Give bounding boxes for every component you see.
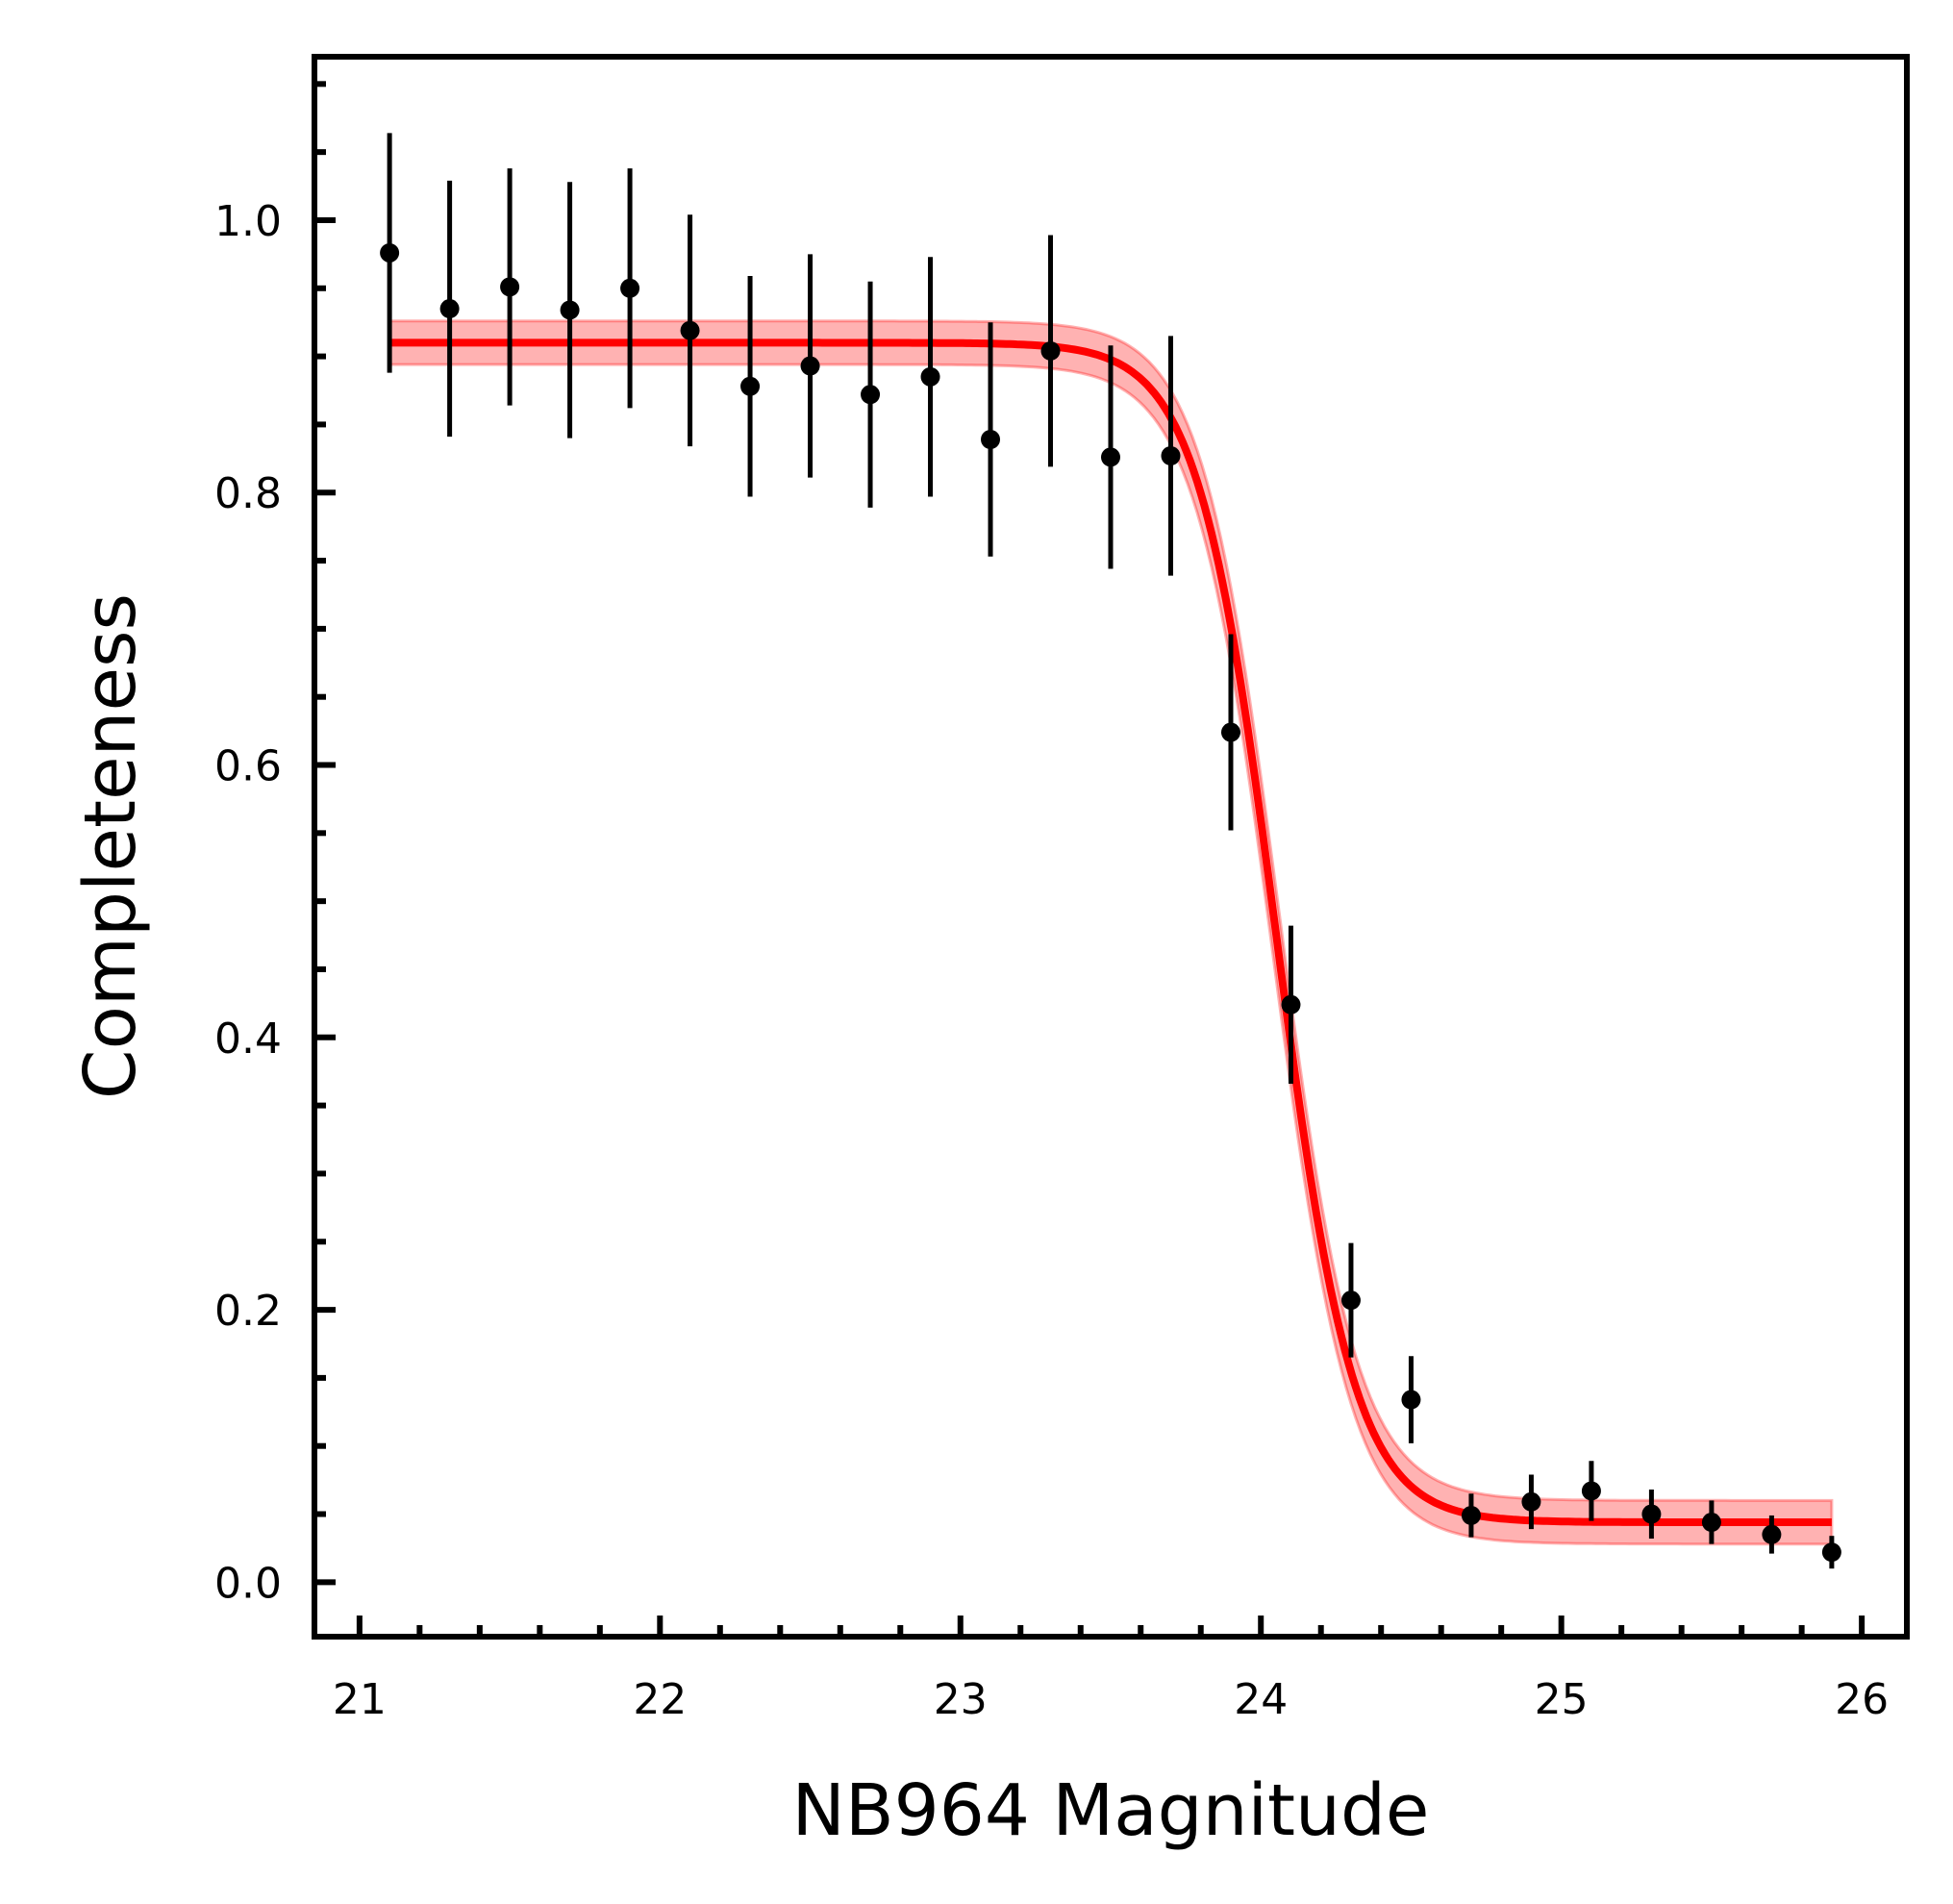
y-axis-ticks <box>314 81 336 1586</box>
data-point <box>981 430 1001 450</box>
data-point <box>1340 1290 1361 1311</box>
y-tick-label: 0.6 <box>214 742 282 791</box>
plot-frame <box>312 54 1910 1640</box>
data-point <box>800 356 820 376</box>
x-tick-label: 21 <box>333 1675 387 1724</box>
data-point <box>1161 445 1181 465</box>
data-point <box>439 299 460 319</box>
data-points <box>380 242 1841 1563</box>
y-axis-label: Completeness <box>69 593 152 1099</box>
data-point <box>740 376 761 396</box>
data-point <box>1461 1505 1481 1525</box>
data-point <box>1401 1390 1421 1410</box>
x-tick-label: 22 <box>633 1675 687 1724</box>
data-point <box>680 320 700 340</box>
y-tick-label: 1.0 <box>214 197 282 246</box>
data-point <box>1581 1481 1601 1501</box>
x-axis-label: NB964 Magnitude <box>792 1769 1430 1852</box>
data-point <box>1040 340 1061 361</box>
data-point <box>500 277 520 297</box>
x-tick-label: 25 <box>1535 1675 1589 1724</box>
data-point <box>861 385 881 405</box>
data-point <box>920 366 940 387</box>
data-point <box>1521 1491 1541 1512</box>
x-tick-label: 23 <box>934 1675 988 1724</box>
data-point <box>1281 994 1301 1015</box>
y-tick-label: 0.8 <box>214 469 282 518</box>
x-tick-label: 24 <box>1234 1675 1288 1724</box>
data-point <box>380 242 400 263</box>
x-tick-label: 26 <box>1835 1675 1889 1724</box>
y-tick-label: 0.4 <box>214 1015 282 1064</box>
data-point <box>1220 722 1240 742</box>
y-tick-labels: 0.0 0.2 0.4 0.6 0.8 1.0 <box>214 197 282 1608</box>
data-point <box>620 278 640 298</box>
y-tick-label: 0.2 <box>214 1287 282 1336</box>
y-tick-label: 0.0 <box>214 1559 282 1608</box>
x-tick-labels: 21 22 23 24 25 26 <box>333 1675 1889 1724</box>
x-axis-ticks <box>356 1616 1865 1637</box>
data-point <box>560 300 580 320</box>
data-point <box>1701 1513 1721 1533</box>
data-point <box>1762 1524 1782 1544</box>
data-point <box>1641 1504 1662 1524</box>
data-point <box>1101 447 1120 467</box>
data-point <box>1821 1542 1841 1563</box>
